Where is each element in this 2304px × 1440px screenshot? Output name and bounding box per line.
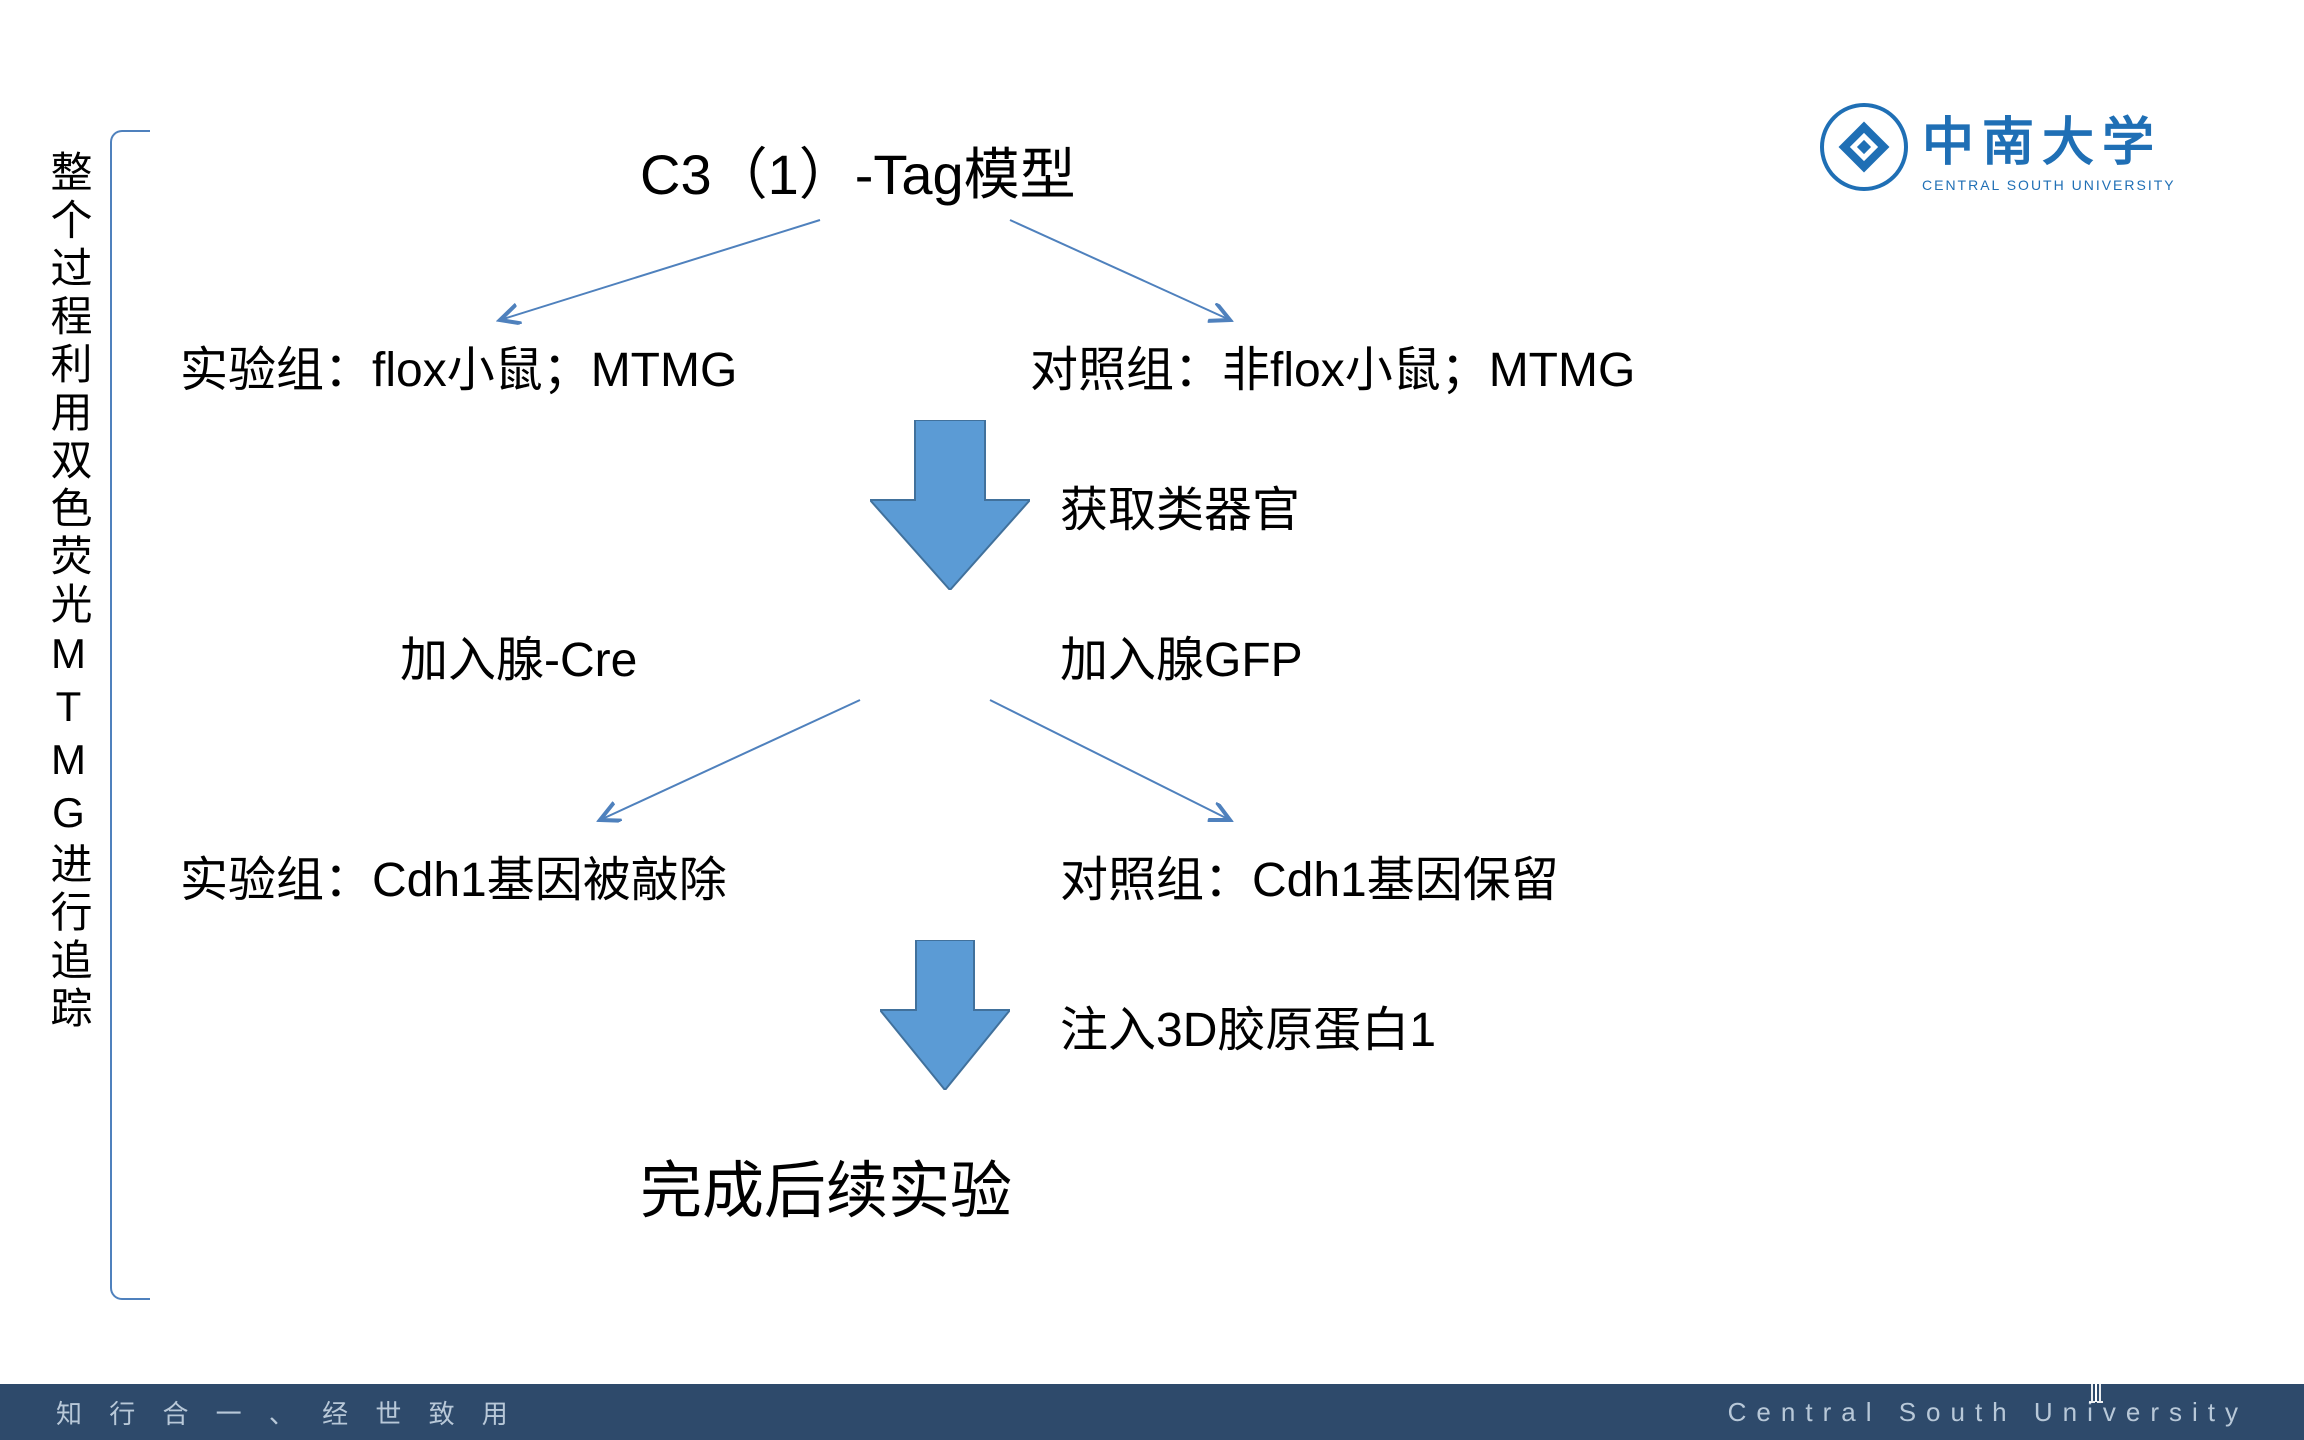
arrow-title-to-exp1 (500, 220, 820, 320)
logo-text-cn: 中南大学 (1922, 100, 2176, 175)
block-arrow-1-icon (870, 420, 1030, 590)
left-bracket (110, 130, 150, 1300)
arrow-mid-to-ctrl2 (990, 700, 1230, 820)
footer-bar: 知 行 合 一 、 经 世 致 用 Central South Universi… (0, 1384, 2304, 1440)
node-addcre: 加入腺-Cre (400, 620, 637, 690)
node-step2: 注入3D胶原蛋白1 (1060, 990, 1436, 1060)
arrow-title-to-ctrl1 (1010, 220, 1230, 320)
node-title: C3（1）-Tag模型 (640, 130, 1076, 211)
node-step1: 获取类器官 (1060, 470, 1300, 540)
node-addgfp: 加入腺GFP (1060, 620, 1303, 690)
logo-text-en: CENTRAL SOUTH UNIVERSITY (1922, 177, 2176, 193)
block-arrow-2-icon (880, 940, 1010, 1090)
node-exp2: 实验组：Cdh1基因被敲除 (180, 840, 727, 910)
logo-emblem-icon (1820, 103, 1908, 191)
arrow-mid-to-exp2 (600, 700, 860, 820)
node-final: 完成后续实验 (640, 1140, 1012, 1230)
node-ctrl2: 对照组：Cdh1基因保留 (1060, 840, 1559, 910)
footer-university: Central South University (1728, 1397, 2248, 1428)
thin-arrows-layer (0, 0, 2304, 1440)
footer-motto: 知 行 合 一 、 经 世 致 用 (56, 1394, 518, 1431)
node-ctrl1: 对照组：非flox小鼠；MTMG (1030, 330, 1635, 400)
university-logo: 中南大学 CENTRAL SOUTH UNIVERSITY (1820, 100, 2176, 193)
text-cursor-icon (2085, 1376, 2107, 1406)
sidebar-vertical-text: 整个过程利用双色荧光MTMG进行追踪 (38, 150, 99, 1290)
node-exp1: 实验组：flox小鼠；MTMG (180, 330, 737, 400)
